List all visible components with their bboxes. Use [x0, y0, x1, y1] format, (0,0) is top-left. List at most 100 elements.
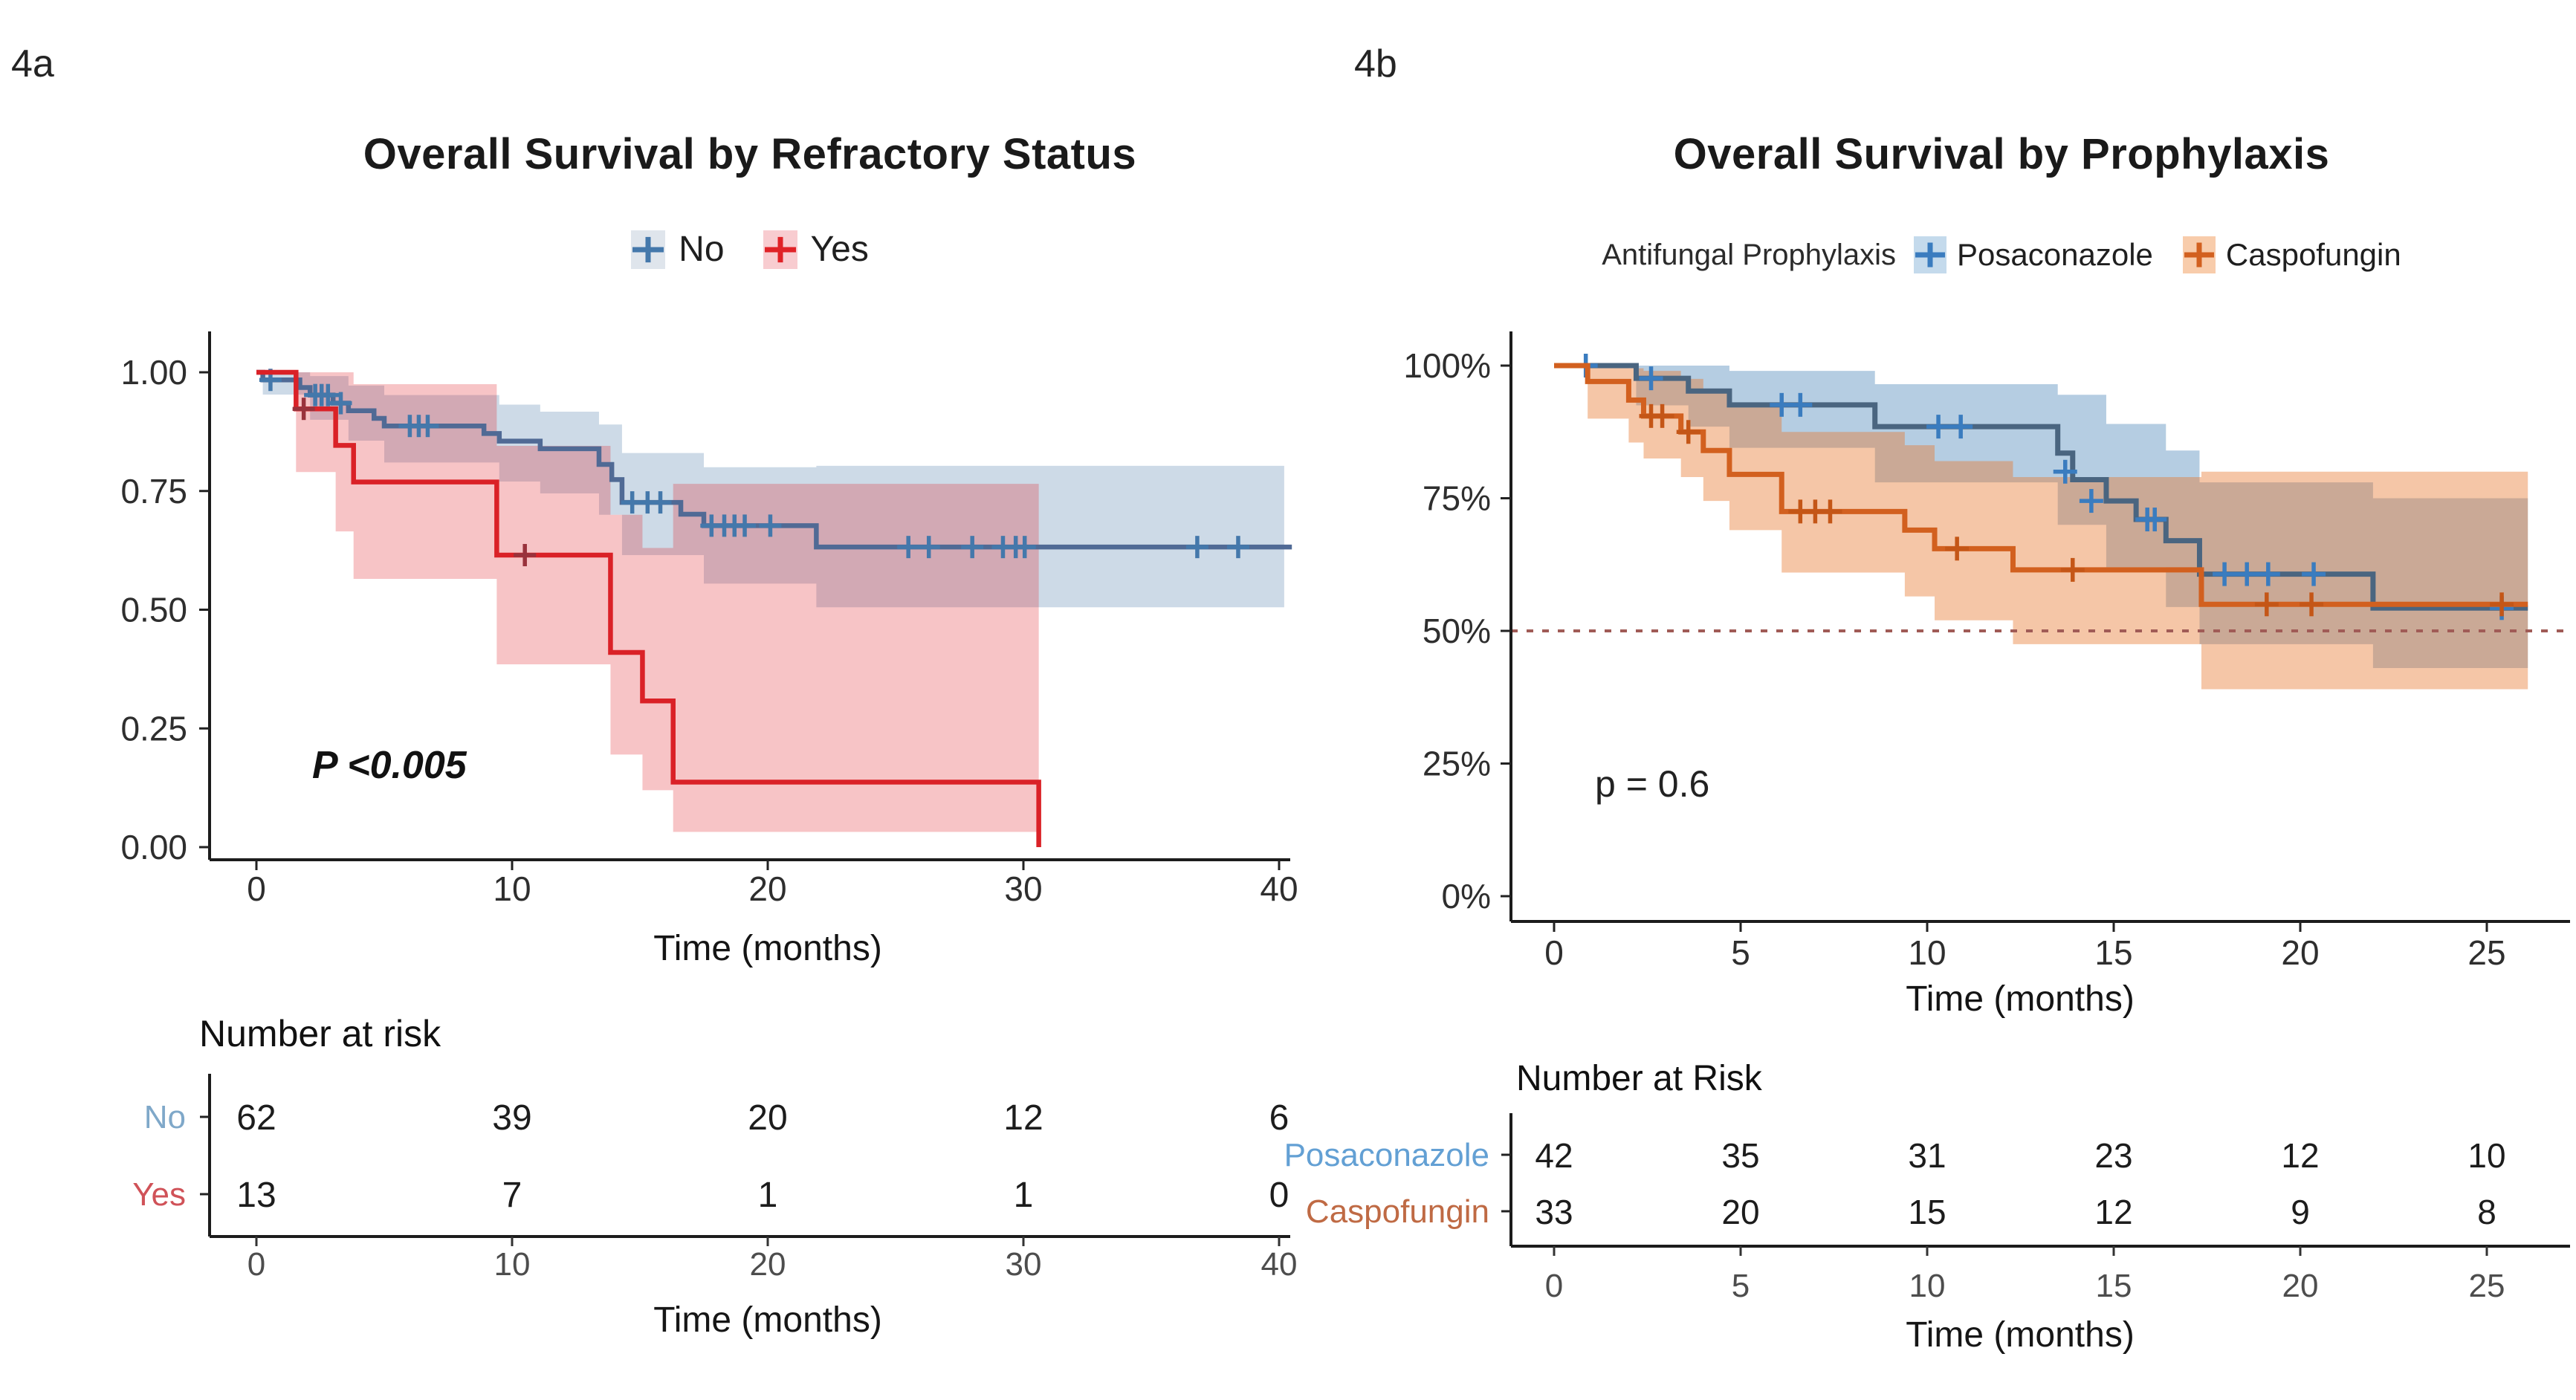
risk-count: 12 [2094, 1193, 2132, 1231]
censor-cross-icon [1914, 236, 1947, 273]
risk-count: 10 [2467, 1136, 2505, 1175]
risk-x-tick-label: 0 [1545, 1268, 1563, 1304]
x-axis-title: Time (months) [653, 929, 882, 968]
risk-x-tick-label: 40 [1261, 1246, 1298, 1283]
risk-count: 9 [2291, 1193, 2310, 1231]
x-axis-title: Time (months) [1906, 979, 2135, 1019]
risk-row-label: Posaconazole [1284, 1137, 1489, 1173]
risk-x-tick-label: 20 [750, 1246, 786, 1283]
legend-label-posaconazole: Posaconazole [1957, 237, 2153, 272]
y-tick-label: 0.75 [120, 472, 187, 511]
legend-a: No Yes [210, 229, 1290, 270]
risk-row-label: Yes [132, 1176, 186, 1213]
risk-count: 33 [1535, 1193, 1573, 1231]
x-tick-label: 20 [748, 869, 786, 908]
censor-marks-caspofungin [1639, 404, 2514, 617]
y-tick-label: 0.50 [120, 591, 187, 629]
chart-title-a: Overall Survival by Refractory Status [363, 130, 1137, 178]
x-tick-label: 10 [1908, 933, 1946, 972]
risk-count: 12 [1003, 1098, 1043, 1138]
risk-table-heading-a: Number at risk [199, 1013, 441, 1054]
risk-count: 23 [2094, 1136, 2132, 1175]
legend-item-no: No [631, 229, 725, 270]
x-tick-label: 20 [2281, 933, 2319, 972]
legend-b: Antifungal Prophylaxis Posaconazole Casp… [1474, 236, 2529, 273]
risk-x-tick-label: 10 [494, 1246, 531, 1283]
legend-label-caspofungin: Caspofungin [2225, 237, 2401, 272]
censor-cross-icon [1914, 236, 1947, 273]
x-tick-label: 0 [247, 869, 266, 908]
y-tick-label: 100% [1403, 346, 1491, 385]
legend-item-posaconazole: Posaconazole [1914, 236, 2153, 273]
risk-count: 15 [1908, 1193, 1946, 1231]
legend-item-caspofungin: Caspofungin [2182, 236, 2401, 273]
km-curve-no [256, 369, 1292, 550]
risk-count: 7 [502, 1176, 522, 1215]
y-tick-label: 0.00 [120, 828, 187, 866]
censor-cross-icon [763, 230, 797, 269]
risk-x-axis-title: Time (months) [1906, 1315, 2135, 1355]
censor-marks-no [259, 369, 1249, 559]
x-tick-label: 15 [2094, 933, 2132, 972]
risk-count: 20 [1721, 1193, 1759, 1231]
p-value-annotation-a: P <0.005 [312, 744, 467, 787]
chart-title-b: Overall Survival by Prophylaxis [1673, 130, 2330, 178]
risk-count: 39 [492, 1098, 531, 1138]
legend-title-b: Antifungal Prophylaxis [1602, 238, 1897, 271]
risk-table-4b: Posaconazole 42 35 31 23 12 10 Caspofungin 33 20 1… [1284, 1113, 2570, 1355]
legend-item-yes: Yes [763, 229, 869, 270]
x-tick-label: 30 [1004, 869, 1042, 908]
y-tick-label: 0.25 [120, 709, 187, 748]
risk-count: 1 [758, 1176, 778, 1215]
legend-label-no: No [679, 230, 725, 269]
risk-count: 6 [1269, 1098, 1289, 1138]
risk-count: 13 [236, 1176, 276, 1215]
risk-x-tick-label: 10 [1909, 1268, 1946, 1304]
risk-x-tick-label: 5 [1732, 1268, 1750, 1304]
axes-4b: 100% 75% 50% 25% 0% 0 5 10 15 20 25 Time (months) [1403, 331, 2570, 1019]
y-tick-label: 0% [1442, 877, 1491, 915]
y-tick-label: 1.00 [120, 353, 187, 392]
km-curve-yes [256, 369, 1041, 847]
ci-band-yes [296, 372, 1039, 832]
risk-x-tick-label: 30 [1006, 1246, 1042, 1283]
risk-count: 42 [1535, 1136, 1573, 1175]
censor-cross-icon [631, 230, 666, 269]
panel-label-4b: 4b [1354, 42, 1397, 85]
risk-count: 12 [2281, 1136, 2319, 1175]
risk-x-tick-label: 20 [2282, 1268, 2319, 1304]
x-tick-label: 40 [1260, 869, 1298, 908]
risk-count: 31 [1908, 1136, 1946, 1175]
censor-cross-icon [631, 230, 666, 269]
risk-count: 20 [748, 1098, 787, 1138]
km-curve-posaconazole [1554, 363, 2528, 611]
censor-marks-yes [292, 398, 537, 567]
legend-label-yes: Yes [810, 230, 869, 269]
p-value-annotation-b: p = 0.6 [1595, 763, 1710, 805]
risk-count: 62 [236, 1098, 276, 1138]
censor-cross-icon [763, 230, 797, 269]
km-panel-4b [1511, 354, 2566, 690]
risk-x-axis-title: Time (months) [653, 1300, 882, 1340]
risk-count: 1 [1014, 1176, 1034, 1215]
x-tick-label: 10 [493, 869, 531, 908]
y-tick-label: 50% [1423, 612, 1491, 650]
x-tick-label: 5 [1731, 933, 1750, 972]
ci-band-caspofungin [1588, 366, 2528, 690]
x-tick-label: 25 [2467, 933, 2505, 972]
axes-4a: 1.00 0.75 0.50 0.25 0.00 0 10 20 30 40 Time (month… [120, 331, 1298, 968]
risk-count: 35 [1721, 1136, 1759, 1175]
km-panel-4a [256, 369, 1292, 847]
risk-row-label: No [144, 1099, 186, 1135]
km-curve-caspofungin [1554, 363, 2528, 607]
censor-cross-icon [2182, 236, 2216, 273]
risk-count: 8 [2477, 1193, 2496, 1231]
y-tick-label: 25% [1423, 745, 1491, 783]
risk-table-heading-b: Number at Risk [1516, 1059, 1762, 1098]
panel-label-4a: 4a [11, 42, 54, 85]
risk-x-tick-label: 25 [2469, 1268, 2505, 1304]
risk-row-label: Caspofungin [1306, 1193, 1489, 1230]
y-tick-label: 75% [1423, 479, 1491, 518]
